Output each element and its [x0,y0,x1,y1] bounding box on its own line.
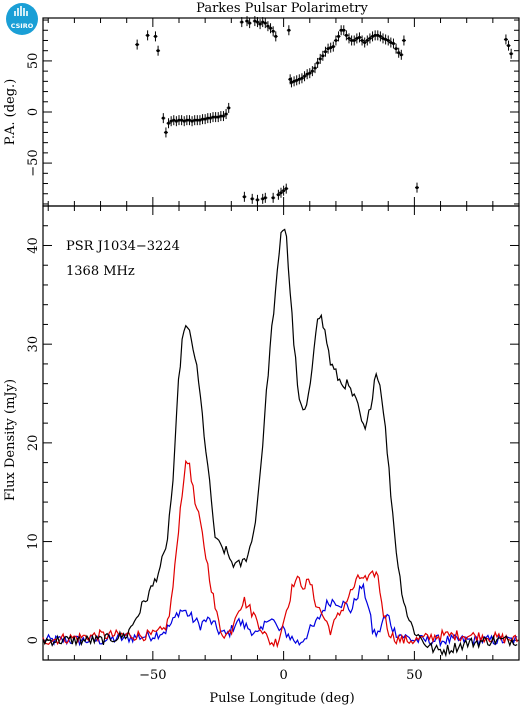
pa-point [284,183,289,194]
pa-y-axis-label: P.A. (deg.) [3,79,18,146]
pa-point [263,18,268,29]
pa-point [166,118,171,129]
pa-y-tick-label: −50 [26,149,41,176]
flux-y-tick-label: 10 [26,533,41,550]
csiro-logo-icon [14,6,28,16]
pa-point [347,33,351,44]
pa-point [279,187,283,198]
pa-point [360,35,365,46]
pa-point [135,39,140,50]
figure-title: Parkes Pulsar Polarimetry [196,1,368,16]
pa-point [273,31,278,42]
pa-point [221,111,226,122]
pa-point [336,31,341,42]
pa-point [509,48,514,59]
pa-point [396,47,401,58]
pa-points [135,16,514,205]
pa-point [263,192,268,203]
csiro-logo-circle [6,3,38,35]
pa-point [250,193,255,204]
pa-point [378,31,383,42]
pa-point [307,68,312,79]
flux-series-line [42,228,518,658]
pa-point [344,30,349,41]
pa-point [357,32,362,43]
pa-point [286,25,291,36]
pa-point [399,49,404,60]
pa-point [313,63,317,74]
flux-x-axis-label: Pulse Longitude (deg) [209,691,354,706]
flux-y-tick-label: 40 [26,237,41,254]
pa-point [156,45,161,56]
pa-point [315,57,320,68]
pa-point [386,35,391,46]
pa-point [281,185,286,196]
pa-point [276,189,281,200]
pa-point [415,182,419,193]
pa-ticks [43,18,520,206]
pa-point [242,191,247,202]
flux-x-tick-label: 0 [279,668,287,683]
flux-panel-frame [42,205,520,661]
pa-panel: −50 0 50 P.A. (deg.) [3,16,520,207]
pa-point [506,40,511,51]
pa-point [333,35,338,46]
pa-point [318,53,323,64]
flux-y-axis-label: Flux Density (mJy) [3,379,18,501]
pa-point [145,30,150,41]
pa-point [153,31,158,42]
pa-tick-labels: −50 0 50 [26,53,41,177]
pa-point [245,16,249,27]
pa-point [341,25,346,36]
pa-point [226,102,231,113]
pa-point [323,46,328,57]
pa-point [247,18,252,29]
flux-series-line [42,582,518,648]
flux-y-tick-label: 30 [26,336,41,353]
pa-point [258,19,263,30]
flux-tick-labels: 0 10 20 30 40 −50 0 50 [26,237,423,683]
pa-point [310,66,315,77]
pa-point [255,194,260,205]
pa-y-tick-label: 0 [26,108,41,116]
frequency-annotation: 1368 MHz [66,264,135,279]
pa-point [239,17,244,28]
pa-point [268,23,273,34]
pa-point [401,35,406,46]
flux-x-tick-label: −50 [139,668,166,683]
pa-point [352,35,357,46]
pa-y-tick-label: 50 [26,53,41,70]
pa-point [271,192,276,203]
pa-point [331,41,336,52]
pa-point [503,34,508,45]
csiro-logo: CSIRO [6,3,38,35]
flux-y-tick-label: 20 [26,435,41,452]
pa-point [161,113,166,124]
csiro-logo-text: CSIRO [11,22,34,30]
pa-point [271,26,276,37]
pa-point [365,35,370,46]
pa-point [163,127,168,138]
pa-point [394,43,399,54]
pa-point [320,50,325,61]
pa-point [299,73,304,84]
pa-point [255,17,260,28]
pa-point [224,109,229,120]
pulsar-name-annotation: PSR J1034−3224 [66,239,180,254]
flux-series-line [42,459,518,649]
pa-panel-frame [42,17,520,207]
pa-point [362,37,367,48]
pa-point [302,71,307,82]
flux-lines [42,228,518,658]
pa-point [265,21,270,32]
pa-point [367,33,372,44]
pa-point [391,38,396,49]
flux-x-tick-label: 50 [406,668,423,683]
flux-y-tick-label: 0 [26,636,41,644]
